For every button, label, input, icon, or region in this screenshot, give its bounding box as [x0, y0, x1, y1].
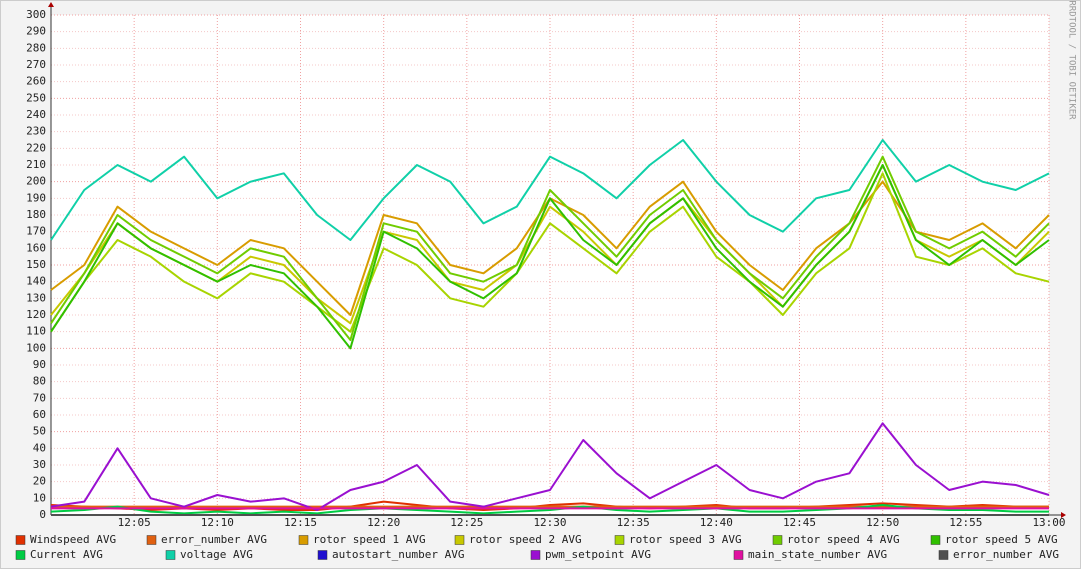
legend-swatch	[317, 550, 328, 560]
y-tick-label: 90	[33, 358, 46, 371]
series-line	[50, 504, 1049, 515]
legend-label: error_number AVG	[953, 548, 1059, 561]
y-tick-label: 50	[33, 425, 46, 438]
y-tick-label: 110	[26, 325, 46, 338]
y-tick-label: 80	[33, 375, 46, 388]
legend-swatch	[938, 550, 949, 560]
legend-label: rotor speed 3 AVG	[629, 533, 742, 546]
axis-arrow	[1061, 512, 1066, 518]
y-tick-label: 250	[26, 91, 46, 104]
legend-label: error_number AVG	[161, 533, 267, 546]
legend-swatch	[614, 535, 625, 545]
legend-swatch	[298, 535, 309, 545]
series-line	[50, 500, 1049, 511]
x-tick-label: 13:00	[1032, 516, 1065, 529]
y-tick-label: 60	[33, 408, 46, 421]
legend-label: rotor speed 5 AVG	[945, 533, 1058, 546]
y-tick-label: 180	[26, 208, 46, 221]
x-tick-label: 12:10	[201, 516, 234, 529]
y-tick-label: 150	[26, 258, 46, 271]
y-tick-label: 140	[26, 275, 46, 288]
y-tick-label: 280	[26, 41, 46, 54]
y-tick-label: 70	[33, 391, 46, 404]
x-tick-label: 12:25	[450, 516, 483, 529]
legend-swatch	[454, 535, 465, 545]
legend-swatch	[15, 550, 26, 560]
y-tick-label: 200	[26, 175, 46, 188]
y-tick-label: 120	[26, 308, 46, 321]
x-tick-label: 12:45	[783, 516, 816, 529]
series-line	[50, 164, 1050, 350]
legend-label: voltage AVG	[180, 548, 253, 561]
y-tick-label: 270	[26, 58, 46, 71]
legend-swatch	[772, 535, 783, 545]
series-line	[50, 422, 1050, 511]
legend-label: Windspeed AVG	[30, 533, 116, 546]
y-tick-label: 0	[39, 508, 46, 521]
x-tick-label: 12:30	[533, 516, 566, 529]
legend-swatch	[530, 550, 541, 560]
y-tick-label: 230	[26, 125, 46, 138]
y-tick-label: 290	[26, 25, 46, 38]
y-tick-label: 160	[26, 241, 46, 254]
legend-label: main_state_number AVG	[748, 548, 887, 561]
x-tick-label: 12:05	[118, 516, 151, 529]
y-tick-label: 40	[33, 441, 46, 454]
y-tick-label: 220	[26, 141, 46, 154]
series-line	[50, 155, 1050, 341]
legend-swatch	[15, 535, 26, 545]
series-line	[50, 172, 1050, 333]
x-tick-label: 12:50	[866, 516, 899, 529]
y-tick-label: 30	[33, 458, 46, 471]
y-tick-label: 300	[26, 8, 46, 21]
y-tick-label: 260	[26, 75, 46, 88]
x-tick-label: 12:40	[700, 516, 733, 529]
y-tick-label: 20	[33, 475, 46, 488]
legend-label: Current AVG	[30, 548, 103, 561]
legend-swatch	[930, 535, 941, 545]
legend-label: rotor speed 2 AVG	[469, 533, 582, 546]
y-tick-label: 170	[26, 225, 46, 238]
legend-swatch	[165, 550, 176, 560]
y-tick-label: 100	[26, 341, 46, 354]
legend-label: rotor speed 1 AVG	[313, 533, 426, 546]
series-line	[50, 139, 1050, 241]
y-tick-label: 10	[33, 491, 46, 504]
y-tick-label: 240	[26, 108, 46, 121]
watermark: RRDTOOL / TOBI OETIKER	[1067, 0, 1077, 120]
axis-arrow	[48, 2, 54, 7]
legend-label: autostart_number AVG	[332, 548, 464, 561]
x-tick-label: 12:20	[367, 516, 400, 529]
y-tick-label: 210	[26, 158, 46, 171]
x-tick-label: 12:55	[949, 516, 982, 529]
x-tick-label: 12:15	[284, 516, 317, 529]
y-tick-label: 190	[26, 191, 46, 204]
legend-label: rotor speed 4 AVG	[787, 533, 900, 546]
legend-label: pwm_setpoint AVG	[545, 548, 651, 561]
legend-swatch	[146, 535, 157, 545]
y-tick-label: 130	[26, 291, 46, 304]
legend-swatch	[733, 550, 744, 560]
x-tick-label: 12:35	[617, 516, 650, 529]
